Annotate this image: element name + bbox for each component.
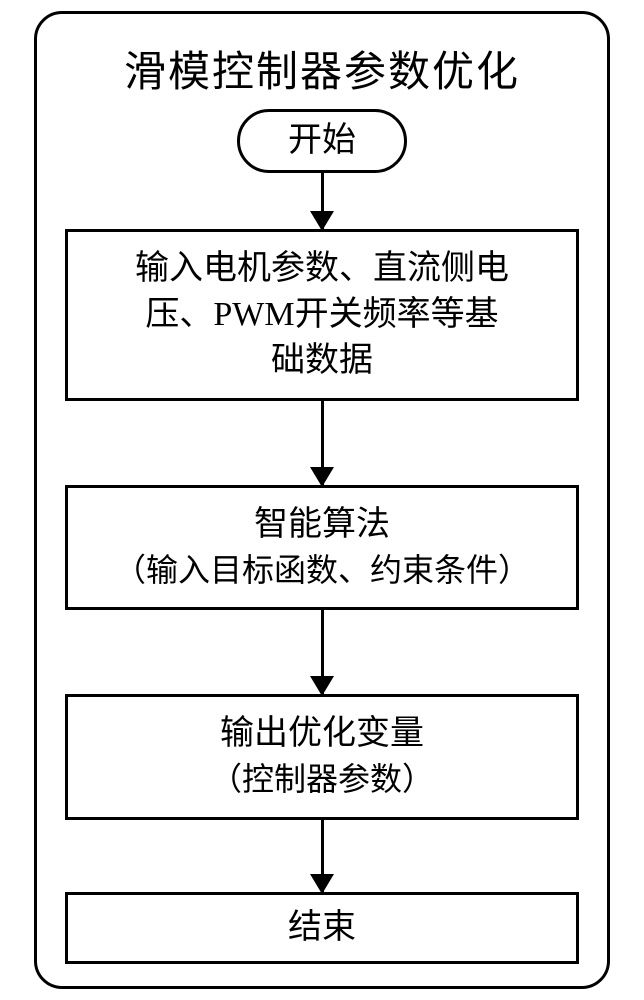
- flowchart-frame: 滑模控制器参数优化 开始 输入电机参数、直流侧电 压、PWM开关频率等基 础数据…: [34, 11, 610, 989]
- node-algo-line1: 智能算法: [254, 506, 390, 543]
- node-end: 结束: [65, 892, 579, 964]
- node-input-line3: 础数据: [271, 342, 373, 379]
- node-start-label: 开始: [288, 118, 356, 164]
- node-output: 输出优化变量 （控制器参数）: [65, 694, 579, 820]
- node-input-line1: 输入电机参数、直流侧电: [135, 250, 509, 287]
- node-algo: 智能算法 （输入目标函数、约束条件）: [65, 485, 579, 611]
- node-end-label: 结束: [288, 905, 356, 951]
- node-output-line2: （控制器参数）: [210, 761, 434, 797]
- node-input-line2: 压、PWM开关频率等基: [145, 296, 498, 333]
- node-input: 输入电机参数、直流侧电 压、PWM开关频率等基 础数据: [65, 229, 579, 401]
- arrow-2: [321, 401, 324, 485]
- arrow-4: [321, 820, 324, 892]
- node-algo-line2: （输入目标函数、约束条件）: [114, 552, 530, 588]
- node-output-line1: 输出优化变量: [220, 715, 424, 752]
- arrow-1: [321, 173, 324, 229]
- node-start: 开始: [237, 109, 407, 173]
- arrow-3: [321, 610, 324, 694]
- flowchart-title: 滑模控制器参数优化: [124, 38, 520, 99]
